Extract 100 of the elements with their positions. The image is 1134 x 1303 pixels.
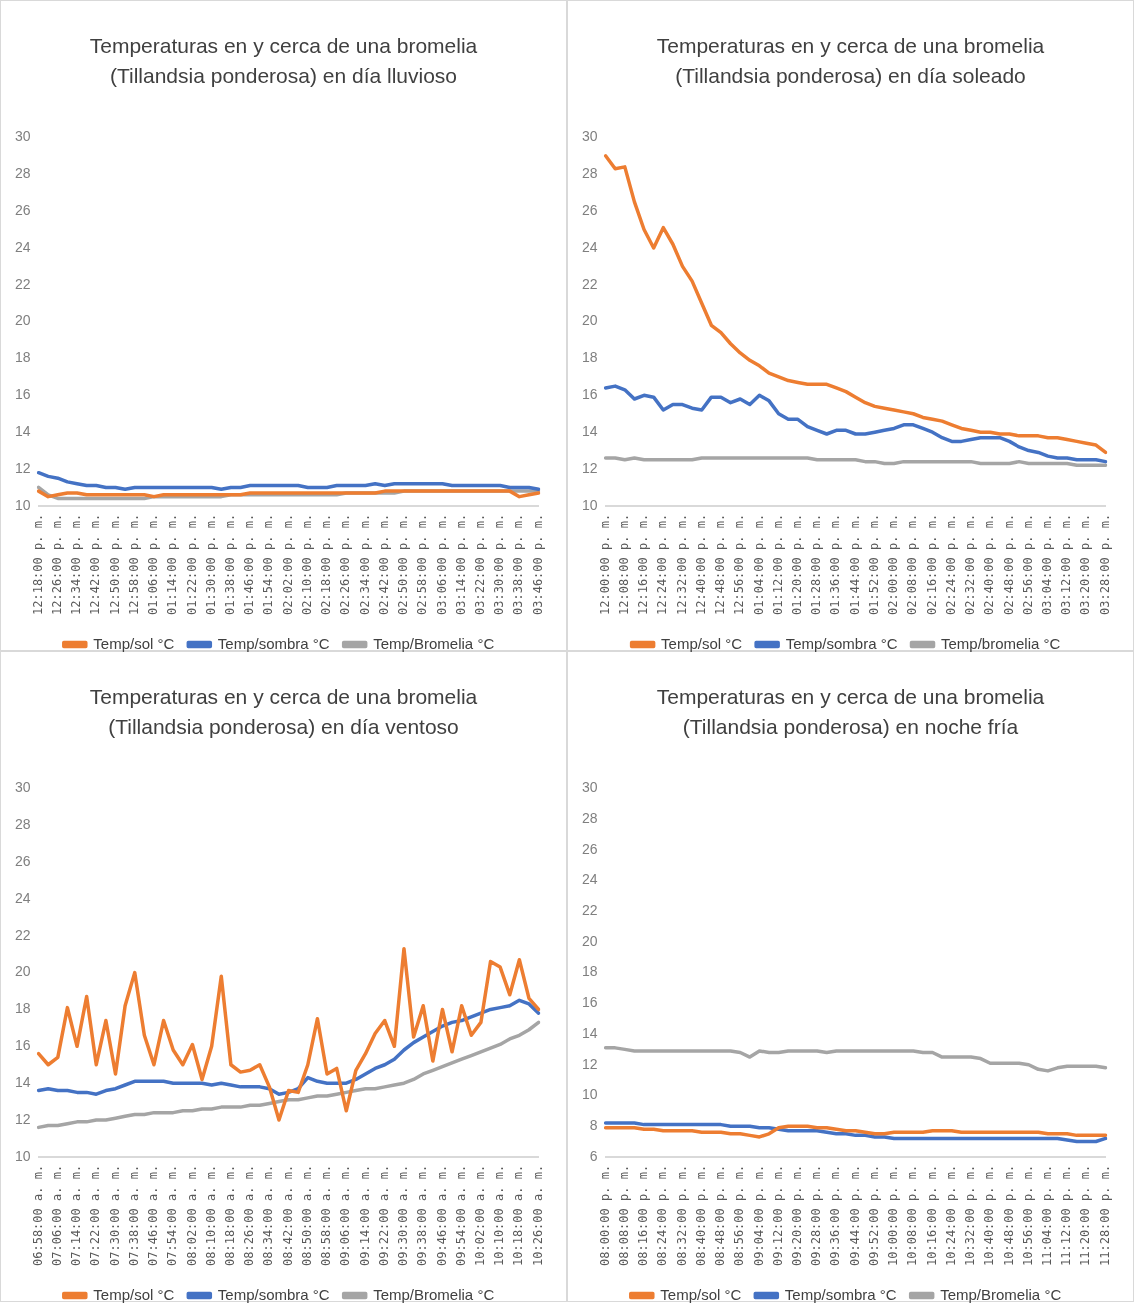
chart-title: Temperaturas en y cerca de una bromelia (Tillandsia ponderosa) en día lluvioso [88,33,479,89]
y-tick-label: 18 [581,349,598,366]
x-tick-label: 11:04:00 p. m. [1040,1164,1055,1267]
y-tick-label: 30 [14,779,31,796]
y-tick-label: 28 [14,165,31,182]
legend-label: Temp/Bromelia °C [373,634,495,652]
legend-label: Temp/sol °C [661,634,743,652]
x-tick-label: 01:04:00 p. m. [751,513,766,616]
y-tick-label: 16 [581,994,598,1011]
y-tick-label: 20 [14,312,31,329]
x-tick-label: 12:26:00 p. m. [49,513,64,616]
y-tick-label: 12 [14,459,31,476]
x-tick-label: 02:18:00 p. m. [319,513,334,616]
y-tick-label: 14 [581,1024,598,1041]
x-tick-label: 09:12:00 p. m. [770,1164,785,1267]
legend-label: Temp/sombra °C [217,1285,330,1303]
legend-label: Temp/sol °C [93,634,175,652]
legend-label: Temp/Bromelia °C [940,1285,1062,1303]
x-tick-label: 12:18:00 p. m. [30,513,45,616]
y-tick-label: 14 [14,1074,31,1091]
x-tick-label: 12:56:00 p. m. [732,513,747,616]
x-tick-label: 09:04:00 p. m. [751,1164,766,1267]
x-tick-label: 09:38:00 a. m. [415,1164,430,1267]
x-tick-label: 08:08:00 p. m. [616,1164,631,1267]
x-tick-label: 07:30:00 a. m. [107,1164,122,1267]
y-tick-label: 10 [14,496,31,513]
x-tick-label: 02:10:00 p. m. [299,513,314,616]
y-tick-label: 26 [14,852,31,869]
x-tick-label: 09:46:00 a. m. [434,1164,449,1267]
x-tick-label: 08:42:00 a. m. [280,1164,295,1267]
y-tick-label: 26 [14,201,31,218]
x-tick-label: 12:08:00 p. m. [616,513,631,616]
y-tick-label: 18 [581,963,598,980]
x-tick-label: 02:48:00 p. m. [1001,513,1016,616]
legend-label: Temp/sol °C [660,1285,742,1303]
x-tick-label: 09:54:00 a. m. [453,1164,468,1267]
x-tick-label: 10:00:00 p. m. [886,1164,901,1267]
y-tick-label: 28 [581,165,598,182]
x-tick-label: 09:14:00 a. m. [357,1164,372,1267]
x-tick-label: 07:54:00 a. m. [165,1164,180,1267]
x-tick-label: 03:06:00 p. m. [434,513,449,616]
x-tick-label: 12:00:00 p. m. [597,513,612,616]
x-tick-label: 01:28:00 p. m. [809,513,824,616]
x-tick-label: 11:20:00 p. m. [1078,1164,1093,1267]
x-tick-label: 02:50:00 p. m. [396,513,411,616]
x-tick-label: 12:42:00 p. m. [88,513,103,616]
chart-title: Temperaturas en y cerca de una bromelia (Tillandsia ponderosa) en noche fría [655,684,1046,740]
y-tick-label: 14 [581,423,598,440]
x-tick-label: 09:30:00 a. m. [396,1164,411,1267]
y-tick-label: 24 [581,238,598,255]
legend-label: Temp/sol °C [93,1285,175,1303]
x-tick-label: 12:50:00 p. m. [107,513,122,616]
x-tick-label: 09:36:00 p. m. [828,1164,843,1267]
y-tick-label: 22 [14,926,31,943]
x-tick-label: 03:12:00 p. m. [1059,513,1074,616]
y-tick-label: 18 [14,349,31,366]
x-tick-label: 01:44:00 p. m. [847,513,862,616]
x-tick-label: 02:00:00 p. m. [886,513,901,616]
x-tick-label: 07:46:00 a. m. [146,1164,161,1267]
x-tick-label: 02:02:00 p. m. [280,513,295,616]
x-tick-label: 10:08:00 p. m. [905,1164,920,1267]
x-tick-label: 03:14:00 p. m. [453,513,468,616]
x-tick-label: 02:24:00 p. m. [943,513,958,616]
y-tick-label: 16 [581,386,598,403]
x-tick-label: 08:50:00 a. m. [299,1164,314,1267]
x-tick-label: 10:18:00 a. m. [511,1164,526,1267]
y-tick-label: 20 [581,932,598,949]
x-tick-label: 10:10:00 a. m. [492,1164,507,1267]
x-tick-label: 07:38:00 a. m. [126,1164,141,1267]
x-tick-label: 02:08:00 p. m. [905,513,920,616]
x-tick-label: 10:48:00 p. m. [1001,1164,1016,1267]
x-tick-label: 03:22:00 p. m. [473,513,488,616]
x-tick-label: 08:32:00 p. m. [674,1164,689,1267]
x-tick-label: 01:54:00 p. m. [261,513,276,616]
x-tick-label: 12:40:00 p. m. [693,513,708,616]
x-tick-label: 07:06:00 a. m. [49,1164,64,1267]
x-tick-label: 10:56:00 p. m. [1020,1164,1035,1267]
x-tick-label: 12:58:00 p. m. [126,513,141,616]
x-tick-label: 01:12:00 p. m. [770,513,785,616]
y-tick-label: 20 [14,963,31,980]
x-tick-label: 01:22:00 p. m. [184,513,199,616]
legend-label: Temp/sombra °C [785,634,898,652]
x-tick-label: 10:40:00 p. m. [982,1164,997,1267]
y-tick-label: 22 [581,275,598,292]
x-tick-label: 08:56:00 p. m. [732,1164,747,1267]
x-tick-label: 08:58:00 a. m. [319,1164,334,1267]
x-tick-label: 03:38:00 p. m. [511,513,526,616]
legend-label: Temp/bromelia °C [941,634,1061,652]
legend-label: Temp/Bromelia °C [373,1285,495,1303]
x-tick-label: 07:14:00 a. m. [69,1164,84,1267]
legend-label: Temp/sombra °C [217,634,330,652]
x-tick-label: 10:16:00 p. m. [924,1164,939,1267]
x-tick-label: 03:46:00 p. m. [530,513,545,616]
x-tick-label: 01:36:00 p. m. [828,513,843,616]
x-tick-label: 01:30:00 p. m. [203,513,218,616]
x-tick-label: 12:24:00 p. m. [655,513,670,616]
y-tick-label: 30 [581,779,598,796]
y-tick-label: 12 [581,459,598,476]
y-tick-label: 10 [581,496,598,513]
x-tick-label: 08:18:00 a. m. [223,1164,238,1267]
